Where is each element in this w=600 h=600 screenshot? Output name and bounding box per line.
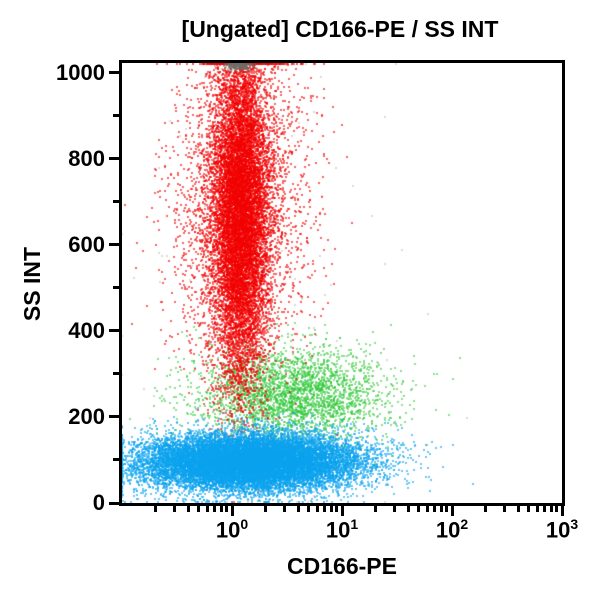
x-axis-title: CD166-PE <box>287 553 397 579</box>
y-tick-mark <box>109 501 119 505</box>
y-minor-tick <box>113 114 119 118</box>
y-axis-title: SS INT <box>19 246 45 322</box>
x-tick-label: 100 <box>215 516 249 543</box>
x-minor-tick <box>543 506 547 512</box>
x-tick-mark <box>450 506 454 516</box>
y-tick-label: 1000 <box>56 59 105 85</box>
x-minor-tick <box>316 506 320 512</box>
y-tick-mark <box>109 157 119 161</box>
plot-title: [Ungated] CD166-PE / SS INT <box>181 16 499 42</box>
x-tick-mark <box>340 506 344 516</box>
y-minor-tick <box>113 286 119 290</box>
x-minor-tick <box>225 506 229 512</box>
y-minor-tick <box>113 372 119 376</box>
y-tick-label: 200 <box>68 403 105 429</box>
x-minor-tick <box>536 506 540 512</box>
x-minor-tick <box>392 506 396 512</box>
x-minor-tick <box>433 506 437 512</box>
x-minor-tick <box>296 506 300 512</box>
x-minor-tick <box>335 506 339 512</box>
y-tick-label: 800 <box>68 145 105 171</box>
x-tick-mark <box>230 506 234 516</box>
x-minor-tick <box>516 506 520 512</box>
x-minor-tick <box>323 506 327 512</box>
x-minor-tick <box>527 506 531 512</box>
x-tick-label: 102 <box>435 516 469 543</box>
y-tick-label: 0 <box>92 490 105 515</box>
x-tick-label: 101 <box>325 516 359 543</box>
x-minor-tick <box>307 506 311 512</box>
x-minor-tick <box>483 506 487 512</box>
x-minor-tick <box>206 506 210 512</box>
x-minor-tick <box>153 506 157 512</box>
x-minor-tick <box>406 506 410 512</box>
x-minor-tick <box>417 506 421 512</box>
y-tick-mark <box>109 329 119 333</box>
y-tick-label: 400 <box>68 317 105 343</box>
x-minor-tick <box>172 506 176 512</box>
x-minor-tick <box>555 506 559 512</box>
x-tick-mark <box>560 506 564 516</box>
x-minor-tick <box>502 506 506 512</box>
y-tick-mark <box>109 71 119 75</box>
x-minor-tick <box>445 506 449 512</box>
y-tick-mark <box>109 243 119 247</box>
scatter-canvas <box>122 63 562 503</box>
x-minor-tick <box>197 506 201 512</box>
y-tick-label: 600 <box>68 231 105 257</box>
x-minor-tick <box>373 506 377 512</box>
x-minor-tick <box>282 506 286 512</box>
x-minor-tick <box>329 506 333 512</box>
x-minor-tick <box>426 506 430 512</box>
y-minor-tick <box>113 200 119 204</box>
y-tick-mark <box>109 415 119 419</box>
x-minor-tick <box>439 506 443 512</box>
x-minor-tick <box>186 506 190 512</box>
x-minor-tick <box>263 506 267 512</box>
x-tick-label: 103 <box>545 516 579 543</box>
x-minor-tick <box>549 506 553 512</box>
y-minor-tick <box>113 458 119 462</box>
x-minor-tick <box>219 506 223 512</box>
x-minor-tick <box>213 506 217 512</box>
